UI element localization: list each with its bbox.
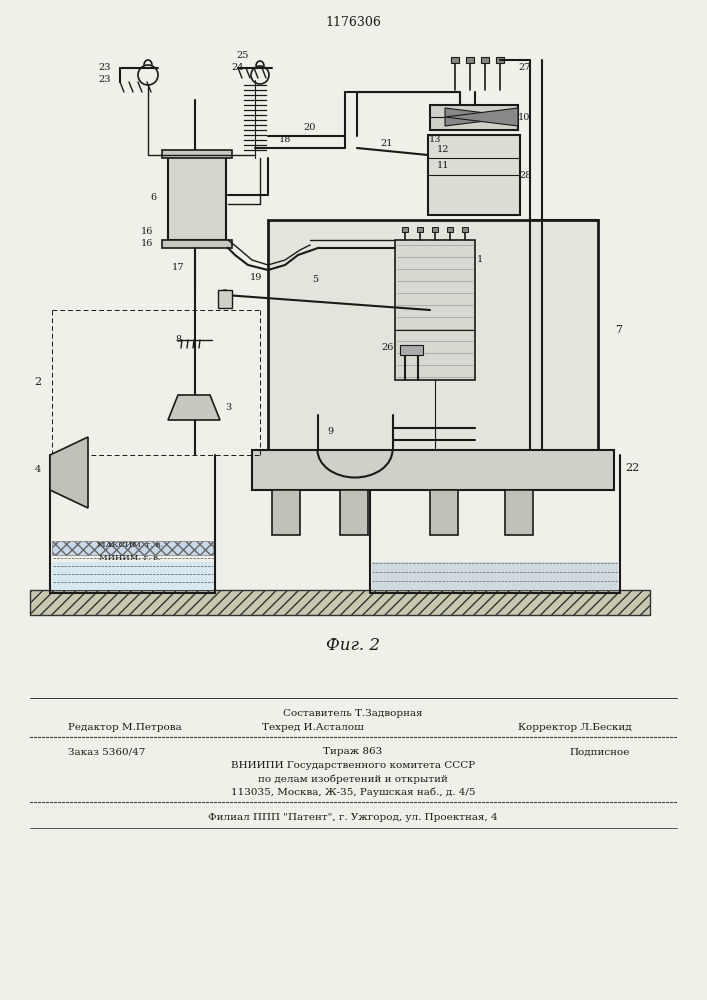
Bar [268, 220, 598, 450]
Text: 113035, Москва, Ж-35, Раушская наб., д. 4/5: 113035, Москва, Ж-35, Раушская наб., д. … [230, 787, 475, 797]
Text: по делам изобретений и открытий: по делам изобретений и открытий [258, 774, 448, 784]
Bar [481, 57, 489, 63]
Text: 10: 10 [518, 112, 530, 121]
Text: Составитель Т.Задворная: Составитель Т.Задворная [284, 708, 423, 718]
Text: Корректор Л.Бескид: Корректор Л.Бескид [518, 722, 632, 732]
Text: 19: 19 [250, 273, 262, 282]
Text: 5: 5 [312, 275, 318, 284]
Text: 17: 17 [172, 263, 185, 272]
Text: 18: 18 [279, 135, 291, 144]
Text: ВНИИПИ Государственного комитета СССР: ВНИИПИ Государственного комитета СССР [231, 762, 475, 770]
Bar [168, 155, 226, 240]
Bar [395, 240, 475, 380]
Bar [402, 227, 408, 232]
Text: Тираж 863: Тираж 863 [323, 748, 382, 756]
Text: 25: 25 [237, 50, 249, 60]
Text: 16: 16 [141, 228, 153, 236]
Bar [162, 240, 232, 248]
Text: Фиг. 2: Фиг. 2 [326, 637, 380, 654]
Polygon shape [445, 108, 518, 126]
Text: 26: 26 [382, 344, 395, 353]
Bar [372, 562, 618, 590]
Text: 23: 23 [99, 76, 111, 85]
Bar [430, 105, 518, 130]
Text: 16: 16 [141, 239, 153, 248]
Text: Редактор М.Петрова: Редактор М.Петрова [68, 722, 182, 732]
Text: 28: 28 [520, 170, 532, 180]
Bar [432, 227, 438, 232]
Text: 6: 6 [150, 192, 156, 202]
Text: 24: 24 [232, 64, 244, 73]
Text: 2: 2 [35, 377, 42, 387]
Bar [400, 345, 423, 355]
Text: 1176306: 1176306 [325, 15, 381, 28]
Text: 3: 3 [225, 402, 231, 412]
Text: Филиал ППП "Патент", г. Ужгород, ул. Проектная, 4: Филиал ППП "Патент", г. Ужгород, ул. Про… [208, 812, 498, 822]
Text: 7: 7 [615, 325, 622, 335]
Text: МАКСИМ. г. в.: МАКСИМ. г. в. [97, 541, 163, 549]
Text: МИНИМ. г. в.: МИНИМ. г. в. [99, 554, 160, 562]
Bar [272, 490, 300, 535]
Text: 13: 13 [428, 135, 441, 144]
Circle shape [220, 290, 230, 300]
Bar [447, 227, 453, 232]
Bar [252, 450, 614, 490]
Text: 20: 20 [304, 123, 316, 132]
Text: 27: 27 [519, 64, 531, 73]
Bar [466, 57, 474, 63]
Text: 22: 22 [625, 463, 639, 473]
Text: 4: 4 [35, 466, 41, 475]
Text: 23: 23 [99, 64, 111, 73]
Text: 12: 12 [437, 145, 449, 154]
Bar [52, 562, 213, 590]
Text: Подписное: Подписное [570, 748, 630, 756]
Bar [430, 490, 458, 535]
Bar [496, 57, 504, 63]
Bar [52, 541, 213, 555]
Bar [505, 490, 533, 535]
Text: Техред И.Асталош: Техред И.Асталош [262, 722, 364, 732]
Bar [218, 290, 232, 308]
Text: 9: 9 [327, 428, 333, 436]
Bar [30, 590, 650, 615]
Text: 1: 1 [477, 255, 483, 264]
Bar [417, 227, 423, 232]
Bar [340, 490, 368, 535]
Bar [451, 57, 459, 63]
Polygon shape [50, 437, 88, 508]
Bar [462, 227, 468, 232]
Polygon shape [168, 395, 220, 420]
Text: 11: 11 [437, 161, 449, 170]
Text: Заказ 5360/47: Заказ 5360/47 [68, 748, 146, 756]
Text: 21: 21 [381, 139, 393, 148]
Bar [428, 135, 520, 215]
Polygon shape [445, 108, 518, 126]
Bar [162, 150, 232, 158]
Text: 8: 8 [175, 336, 181, 344]
